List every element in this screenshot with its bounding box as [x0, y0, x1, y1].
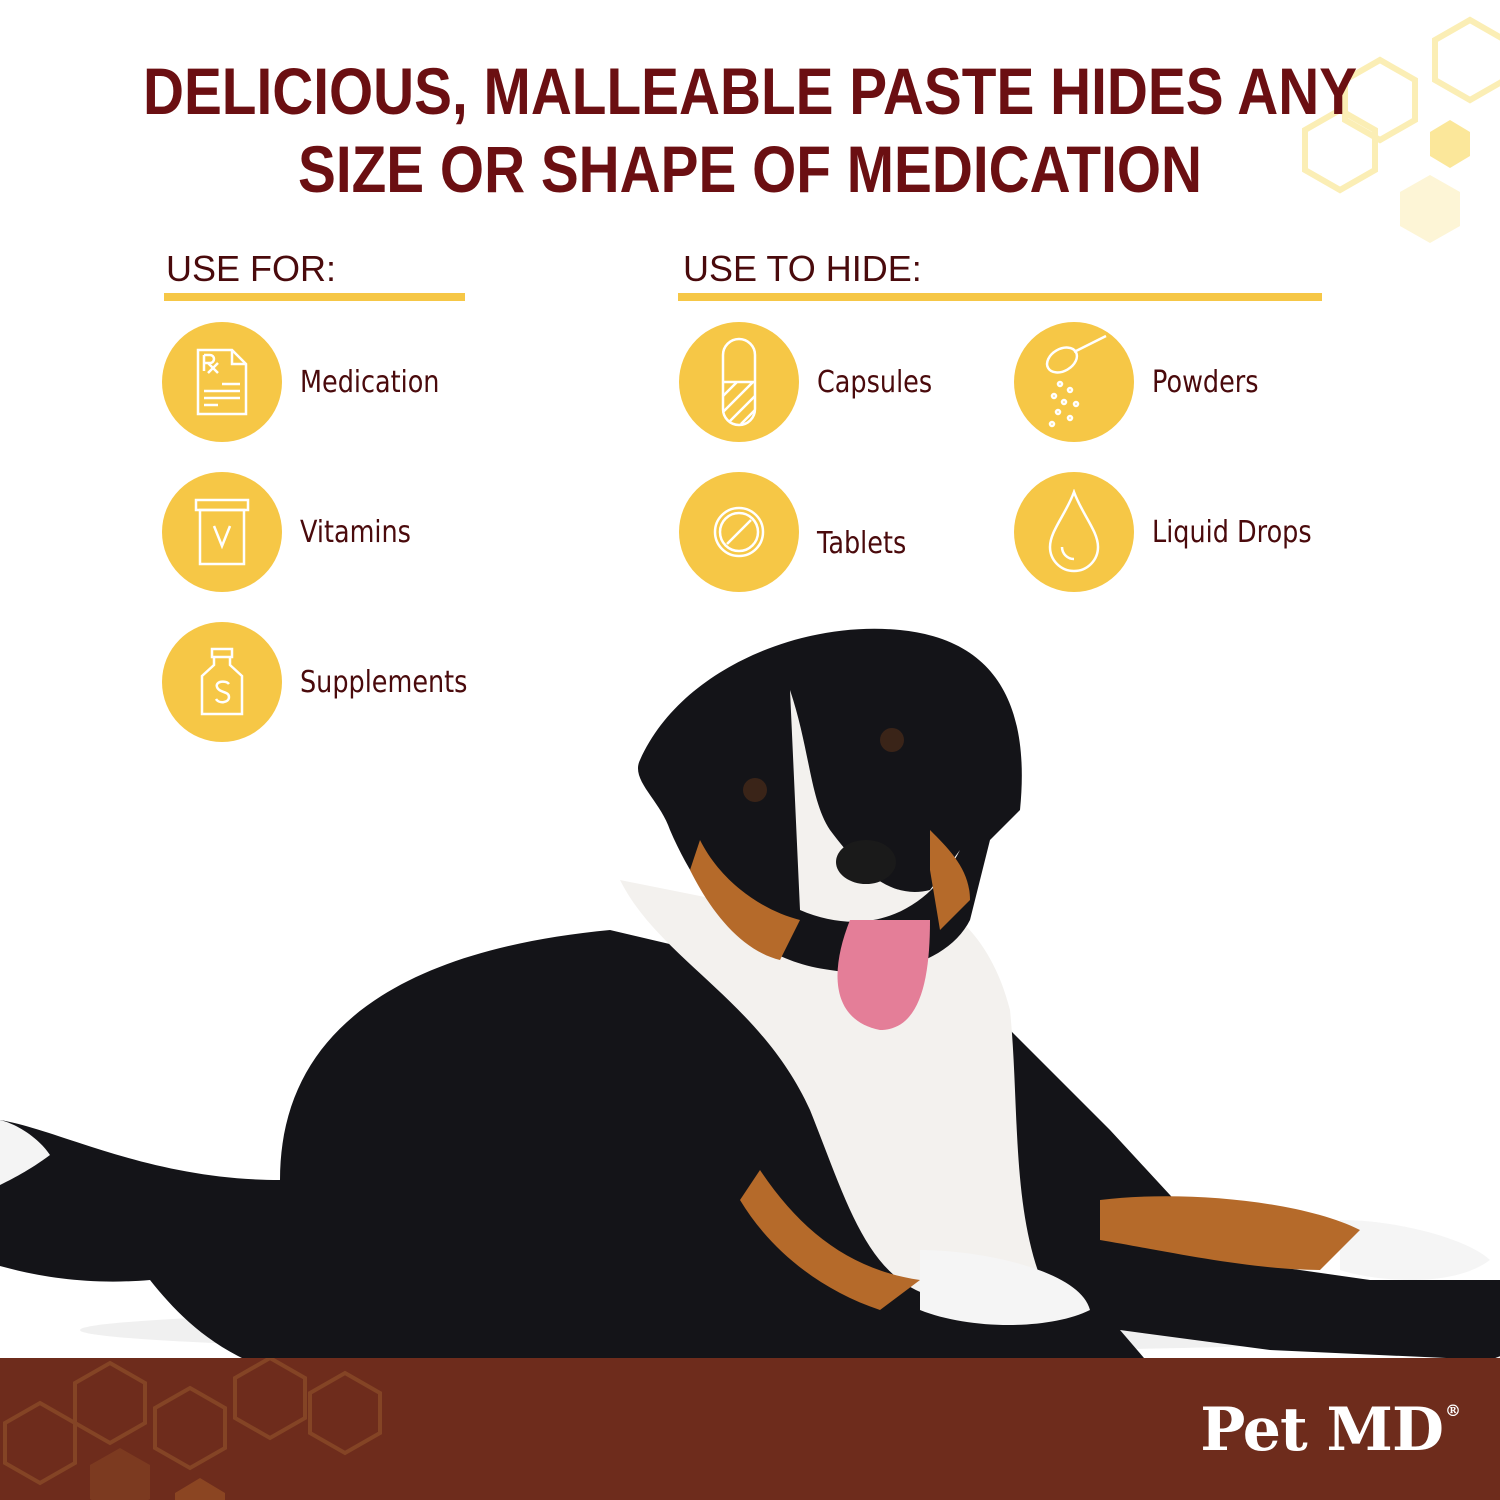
use-for-item-vitamins: Vitamins [162, 472, 431, 592]
use-to-hide-item-tablets: Tablets [679, 472, 922, 592]
use-for-item-supplements: Supplements [162, 622, 497, 742]
tablet-icon [713, 506, 765, 558]
headline-line-1: DELICIOUS, MALLEABLE PASTE HIDES ANY [142, 54, 1358, 128]
capsule-icon [721, 337, 757, 427]
pet-md-logo: Pet MD ® [1200, 1395, 1461, 1465]
use-to-hide-heading: USE TO HIDE: [683, 248, 922, 289]
use-for-heading: USE FOR: [166, 248, 337, 289]
use-to-hide-item-powders: Powders [1014, 322, 1277, 442]
use-to-hide-rule [678, 293, 1322, 301]
prescription-icon [196, 348, 248, 416]
drop-icon [1048, 489, 1100, 573]
use-for-item-medication: Medication [162, 322, 464, 442]
honeycomb-decoration [1302, 16, 1500, 243]
dog-photo [0, 628, 1500, 1360]
vitamin-bottle-icon [194, 498, 250, 566]
honeycomb-decoration-footer [3, 1358, 382, 1500]
use-for-rule [164, 293, 465, 301]
use-to-hide-item-capsules: Capsules [679, 322, 952, 442]
supplement-bottle-icon [200, 647, 244, 716]
powder-spoon-icon [1045, 334, 1107, 428]
footer-band [0, 1358, 1500, 1500]
headline: DELICIOUS, MALLEABLE PASTE HIDES ANY SIZ… [105, 52, 1395, 208]
use-to-hide-item-liquid-drops: Liquid Drops [1014, 472, 1340, 592]
headline-line-2: SIZE OR SHAPE OF MEDICATION [297, 132, 1202, 206]
